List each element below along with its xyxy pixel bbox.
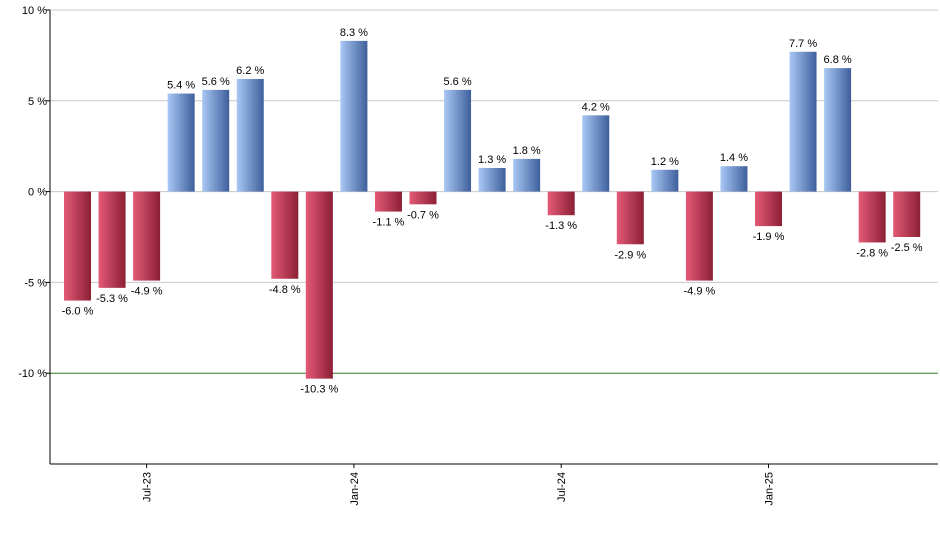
bar-data-label: 5.6 % (202, 76, 230, 88)
y-tick-label: 5 % (28, 96, 47, 108)
bar-negative (755, 191, 782, 227)
y-tick-label: 0 % (28, 187, 47, 199)
bar-positive (236, 79, 264, 192)
bar-positive (582, 115, 610, 192)
bar-data-label: 6.2 % (236, 65, 264, 77)
y-tick-label: -5 % (24, 277, 47, 289)
bar-data-label: -4.9 % (131, 286, 163, 298)
bar-data-label: -2.9 % (614, 249, 646, 261)
x-tick-label: Jul-24 (556, 472, 568, 502)
bar-data-label: 1.4 % (720, 152, 748, 164)
bar-data-label: 1.8 % (513, 145, 541, 157)
bar-positive (513, 158, 541, 192)
bar-data-label: -1.9 % (753, 231, 785, 243)
bar-negative (547, 191, 575, 216)
bar-negative (64, 191, 91, 301)
bar-negative (374, 191, 402, 212)
bar-data-label: 4.2 % (582, 101, 610, 113)
bar-data-label: -0.7 % (407, 209, 439, 221)
bar-negative (271, 191, 299, 279)
bar-positive (651, 169, 679, 192)
y-tick-label: -10 % (18, 368, 47, 380)
bar-data-label: -4.9 % (684, 286, 716, 298)
bar-data-label: -1.1 % (373, 217, 405, 229)
bar-data-label: 6.8 % (824, 54, 852, 66)
bar-positive (202, 89, 230, 192)
bar-data-label: 7.7 % (789, 38, 817, 50)
bar-data-label: -5.3 % (96, 293, 128, 305)
y-tick-label: 10 % (22, 5, 47, 17)
bar-data-label: -6.0 % (62, 306, 94, 318)
bar-negative (893, 191, 921, 237)
bar-data-label: -2.5 % (891, 242, 923, 254)
bar-positive (444, 89, 472, 192)
bar-data-label: -1.3 % (545, 220, 577, 232)
data-label-layer: -6.0 %-5.3 %-4.9 %5.4 % 5.6 %6.2 %-4.8 %-… (62, 27, 923, 396)
bar-negative (409, 191, 437, 205)
x-tick-label: Jul-23 (142, 472, 154, 502)
bar-positive (720, 166, 748, 192)
x-tick-label: Jan-25 (764, 472, 776, 506)
bar-negative (305, 191, 333, 379)
bar-positive (340, 40, 368, 192)
bar-negative (685, 191, 713, 281)
bar-negative (98, 191, 126, 288)
bar-data-label: 1.3 % (478, 154, 506, 166)
bar-data-label: 5.6 % (443, 76, 471, 88)
bar-positive (824, 68, 852, 192)
bar-positive (789, 51, 817, 192)
x-tick-label: Jan-24 (349, 472, 361, 506)
bar-data-label: 1.2 % (651, 156, 679, 168)
bar-negative (616, 191, 644, 245)
bar-negative (858, 191, 886, 243)
bar-positive (167, 93, 195, 192)
axis-layer: 10 % 5 % 0 % -5 % -10 % Jul-23 Jan-24 Jul-24 Jan… (18, 5, 938, 506)
bar-positive (478, 167, 506, 192)
bar-negative (133, 191, 161, 281)
bar-data-label: 5.4 % (167, 80, 195, 92)
bar-data-label: -4.8 % (269, 284, 301, 296)
bar-data-label: -2.8 % (856, 247, 888, 259)
bar-data-label: 8.3 % (340, 27, 368, 39)
bar-layer (64, 40, 921, 379)
bar-data-label: -10.3 % (300, 384, 338, 396)
